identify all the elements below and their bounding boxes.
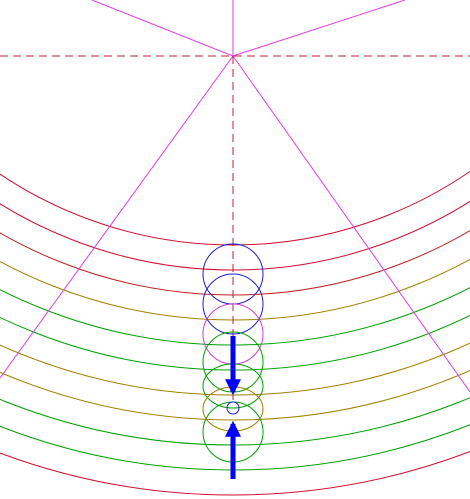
rays — [0, 0, 470, 393]
ray — [0, 55, 234, 379]
arc — [0, 200, 470, 271]
source-circle — [226, 401, 240, 415]
circle — [202, 273, 264, 335]
ray — [232, 55, 470, 393]
arc — [0, 258, 470, 321]
arc — [0, 286, 470, 346]
arc — [0, 229, 470, 296]
ray — [91, 0, 234, 57]
arc — [0, 170, 470, 246]
arc — [0, 369, 470, 421]
ray — [232, 0, 406, 57]
arc — [0, 424, 470, 471]
